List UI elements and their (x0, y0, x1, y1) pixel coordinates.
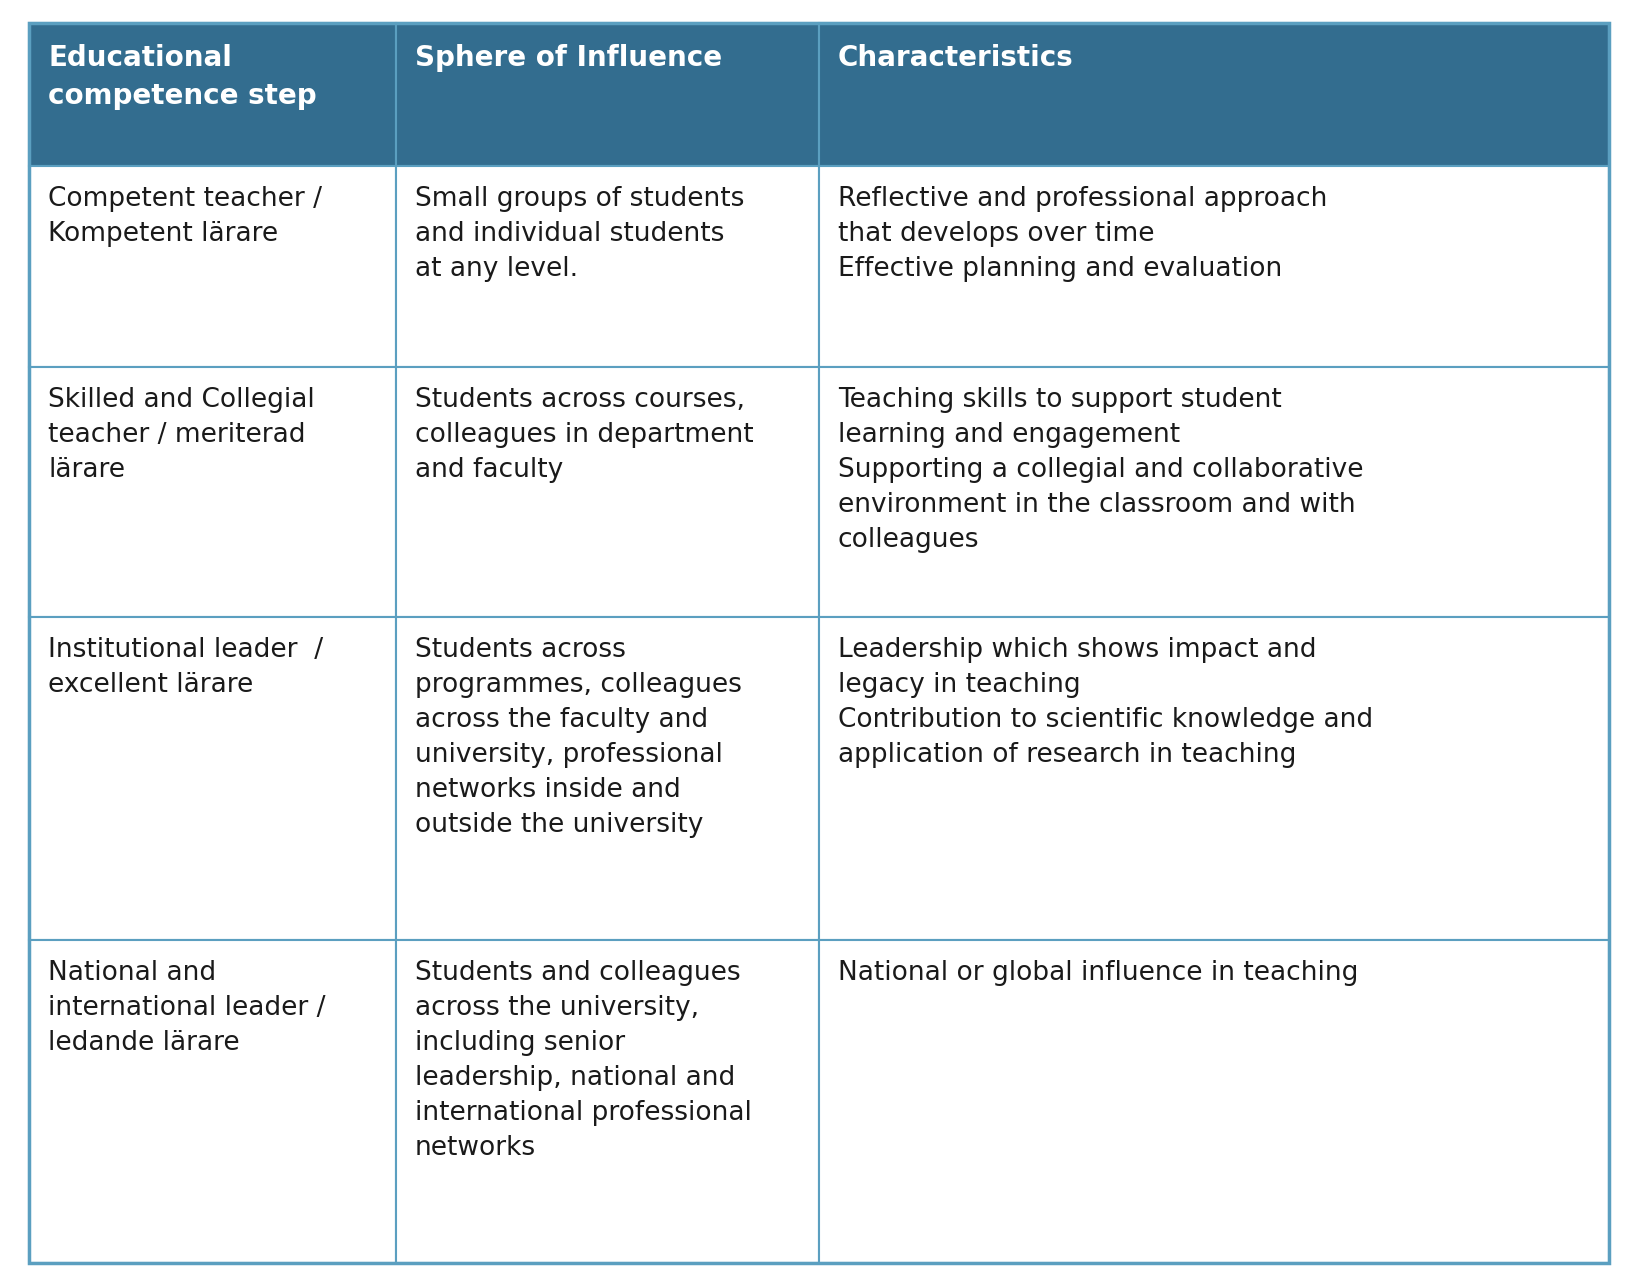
Text: Competent teacher /
Kompetent lärare: Competent teacher / Kompetent lärare (49, 186, 323, 247)
Bar (29, 940, 396, 1263)
Bar (396, 367, 819, 617)
Text: National and
international leader /
ledande lärare: National and international leader / leda… (49, 961, 326, 1056)
Bar (29, 166, 396, 367)
Text: Students and colleagues
across the university,
including senior
leadership, nati: Students and colleagues across the unive… (414, 961, 752, 1161)
Text: Educational
competence step: Educational competence step (49, 44, 318, 109)
Bar (819, 617, 1609, 940)
Bar (819, 23, 1609, 166)
Text: Teaching skills to support student
learning and engagement
Supporting a collegia: Teaching skills to support student learn… (839, 387, 1363, 553)
Bar (396, 166, 819, 367)
Text: Characteristics: Characteristics (839, 44, 1073, 72)
Text: National or global influence in teaching: National or global influence in teaching (839, 961, 1358, 986)
Text: Students across courses,
colleagues in department
and faculty: Students across courses, colleagues in d… (414, 387, 753, 484)
Bar (396, 23, 819, 166)
Text: Leadership which shows impact and
legacy in teaching
Contribution to scientific : Leadership which shows impact and legacy… (839, 638, 1373, 768)
Text: Reflective and professional approach
that develops over time
Effective planning : Reflective and professional approach tha… (839, 186, 1327, 283)
Bar (819, 166, 1609, 367)
Bar (819, 367, 1609, 617)
Bar (396, 617, 819, 940)
Text: Sphere of Influence: Sphere of Influence (414, 44, 722, 72)
Bar (29, 367, 396, 617)
Text: Skilled and Collegial
teacher / meriterad
lärare: Skilled and Collegial teacher / meritera… (49, 387, 314, 484)
Bar (29, 617, 396, 940)
Bar (29, 23, 396, 166)
Text: Small groups of students
and individual students
at any level.: Small groups of students and individual … (414, 186, 744, 283)
Text: Students across
programmes, colleagues
across the faculty and
university, profes: Students across programmes, colleagues a… (414, 638, 742, 838)
Bar (396, 940, 819, 1263)
Bar (819, 940, 1609, 1263)
Text: Institutional leader  /
excellent lärare: Institutional leader / excellent lärare (49, 638, 324, 698)
